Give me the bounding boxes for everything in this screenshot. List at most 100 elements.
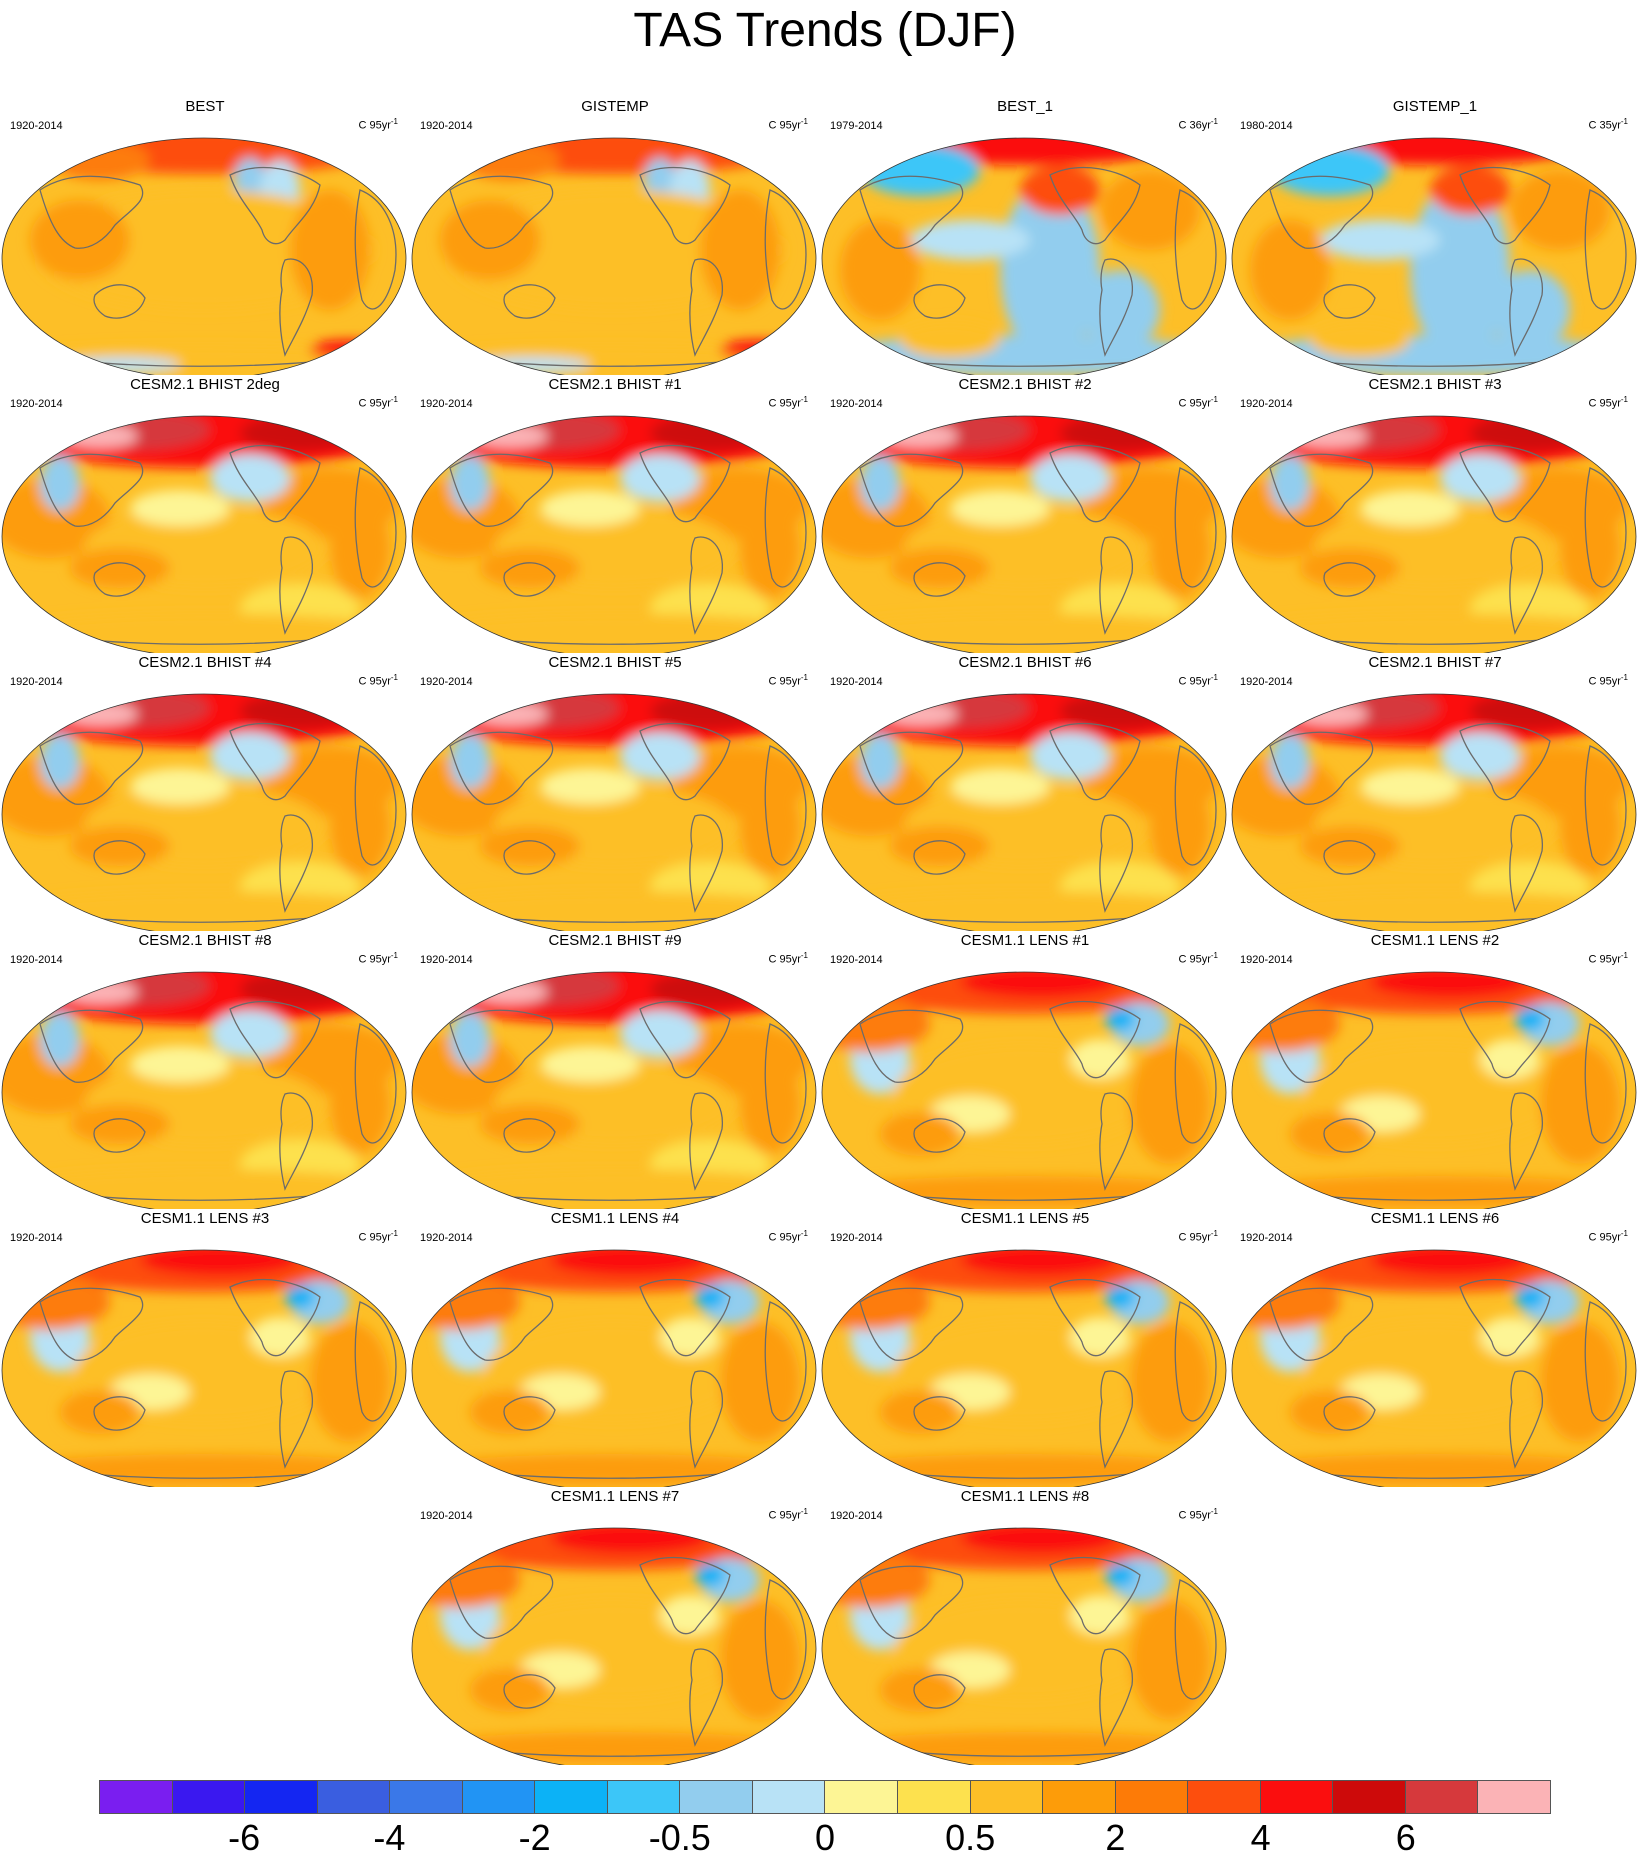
- trend-map: [821, 1249, 1227, 1487]
- map-panel: CESM1.1 LENS #5 1920-2014 C 95yr-1: [820, 1210, 1230, 1487]
- map-panel: GISTEMP 1920-2014 C 95yr-1: [410, 98, 820, 375]
- trend-map: [821, 137, 1227, 375]
- colorbar-box: [825, 1780, 899, 1814]
- panel-period: 1920-2014: [1240, 398, 1293, 410]
- panel-units: C 95yr-1: [358, 395, 398, 410]
- map-panel: CESM2.1 BHIST #6 1920-2014 C 95yr-1: [820, 654, 1230, 931]
- panel-title: CESM1.1 LENS #1: [960, 932, 1090, 949]
- colorbar-box: [172, 1780, 246, 1814]
- panel-units: C 95yr-1: [1588, 673, 1628, 688]
- colorbar-tick-label: -2: [518, 1817, 551, 1858]
- panel-units: C 95yr-1: [1588, 951, 1628, 966]
- panel-title: CESM2.1 BHIST #4: [138, 654, 272, 671]
- panel-period: 1920-2014: [420, 676, 473, 688]
- map-panel: CESM2.1 BHIST #5 1920-2014 C 95yr-1: [410, 654, 820, 931]
- colorbar-tick-label: 0.5: [945, 1817, 996, 1858]
- trend-map: [1231, 971, 1637, 1209]
- colorbar-box: [245, 1780, 318, 1814]
- panel-units: C 95yr-1: [1178, 395, 1218, 410]
- map-panel: GISTEMP_1 1980-2014 C 35yr-1: [1230, 98, 1640, 375]
- panel-title: GISTEMP_1: [1392, 98, 1478, 115]
- panel-period: 1920-2014: [10, 676, 63, 688]
- panel-title: CESM1.1 LENS #6: [1370, 1210, 1500, 1227]
- colorbar-box: [1188, 1780, 1261, 1814]
- panel-units: C 95yr-1: [1178, 1229, 1218, 1244]
- panel-units: C 95yr-1: [768, 951, 808, 966]
- colorbar-box: [1260, 1780, 1334, 1814]
- colorbar-tick-label: 6: [1395, 1817, 1416, 1858]
- colorbar-box: [535, 1780, 608, 1814]
- panel-title: CESM1.1 LENS #5: [960, 1210, 1090, 1227]
- map-panel-grid: BEST 1920-2014 C 95yr-1 GISTEMP 1920-2014 C 9…: [0, 98, 1640, 1765]
- colorbar-labels: -6 -4 -2 -0.5 0 0.5 2 4 6: [99, 1818, 1551, 1858]
- panel-title: CESM2.1 BHIST #3: [1368, 376, 1502, 393]
- colorbar-box: [607, 1780, 681, 1814]
- colorbar-tick-label: 4: [1250, 1817, 1271, 1858]
- map-panel: CESM1.1 LENS #6 1920-2014 C 95yr-1: [1230, 1210, 1640, 1487]
- panel-units: C 35yr-1: [1588, 117, 1628, 132]
- panel-period: 1920-2014: [420, 398, 473, 410]
- colorbar-box: [752, 1780, 826, 1814]
- map-panel: CESM1.1 LENS #4 1920-2014 C 95yr-1: [410, 1210, 820, 1487]
- panel-units: C 95yr-1: [768, 673, 808, 688]
- panel-period: 1980-2014: [1240, 120, 1293, 132]
- colorbar-box: [99, 1780, 173, 1814]
- panel-title: CESM2.1 BHIST #5: [548, 654, 682, 671]
- panel-units: C 95yr-1: [358, 673, 398, 688]
- colorbar-tick-label: 2: [1105, 1817, 1126, 1858]
- trend-map: [411, 1249, 817, 1487]
- panel-period: 1920-2014: [830, 1510, 883, 1522]
- panel-units: C 95yr-1: [358, 1229, 398, 1244]
- trend-map: [1, 415, 407, 653]
- panel-units: C 95yr-1: [768, 117, 808, 132]
- panel-period: 1920-2014: [10, 1232, 63, 1244]
- panel-title: CESM2.1 BHIST #9: [548, 932, 682, 949]
- panel-period: 1920-2014: [830, 954, 883, 966]
- panel-period: 1920-2014: [830, 676, 883, 688]
- figure-title: TAS Trends (DJF): [633, 4, 1017, 57]
- map-panel: CESM1.1 LENS #7 1920-2014 C 95yr-1: [410, 1488, 820, 1765]
- map-panel: CESM1.1 LENS #1 1920-2014 C 95yr-1: [820, 932, 1230, 1209]
- panel-title: CESM2.1 BHIST #8: [138, 932, 272, 949]
- panel-units: C 95yr-1: [768, 1507, 808, 1522]
- panel-units: C 95yr-1: [358, 951, 398, 966]
- panel-units: C 95yr-1: [358, 117, 398, 132]
- map-panel: CESM2.1 BHIST #9 1920-2014 C 95yr-1: [410, 932, 820, 1209]
- map-panel: CESM2.1 BHIST #4 1920-2014 C 95yr-1: [0, 654, 410, 931]
- map-panel: CESM2.1 BHIST #8 1920-2014 C 95yr-1: [0, 932, 410, 1209]
- trend-map: [821, 971, 1227, 1209]
- colorbar-box: [390, 1780, 463, 1814]
- panel-title: CESM2.1 BHIST #6: [958, 654, 1092, 671]
- panel-title: CESM1.1 LENS #8: [960, 1488, 1090, 1505]
- trend-map: [821, 693, 1227, 931]
- panel-period: 1920-2014: [420, 1232, 473, 1244]
- map-panel: BEST 1920-2014 C 95yr-1: [0, 98, 410, 375]
- colorbar-box: [680, 1780, 753, 1814]
- panel-title: BEST_1: [997, 98, 1053, 115]
- colorbar-box: [1043, 1780, 1116, 1814]
- trend-map: [411, 415, 817, 653]
- panel-period: 1920-2014: [1240, 1232, 1293, 1244]
- panel-title: GISTEMP: [581, 98, 649, 115]
- trend-map: [411, 971, 817, 1209]
- panel-units: C 95yr-1: [768, 1229, 808, 1244]
- colorbar-tick-label: -4: [373, 1817, 406, 1858]
- panel-period: 1920-2014: [830, 398, 883, 410]
- panel-period: 1920-2014: [10, 120, 63, 132]
- map-panel: CESM2.1 BHIST #1 1920-2014 C 95yr-1: [410, 376, 820, 653]
- colorbar-box: [970, 1780, 1044, 1814]
- trend-map: [411, 137, 817, 375]
- panel-title: BEST: [185, 98, 225, 115]
- trend-map: [821, 1527, 1227, 1765]
- panel-title: CESM1.1 LENS #2: [1370, 932, 1500, 949]
- colorbar-box: [1333, 1780, 1406, 1814]
- panel-title: CESM1.1 LENS #7: [550, 1488, 680, 1505]
- trend-map: [411, 1527, 817, 1765]
- panel-units: C 95yr-1: [1178, 1507, 1218, 1522]
- trend-map: [1, 971, 407, 1209]
- map-panel: BEST_1 1979-2014 C 36yr-1: [820, 98, 1230, 375]
- colorbar-box: [317, 1780, 391, 1814]
- panel-title: CESM2.1 BHIST 2deg: [130, 376, 280, 393]
- panel-units: C 95yr-1: [1178, 951, 1218, 966]
- panel-title: CESM2.1 BHIST #1: [548, 376, 682, 393]
